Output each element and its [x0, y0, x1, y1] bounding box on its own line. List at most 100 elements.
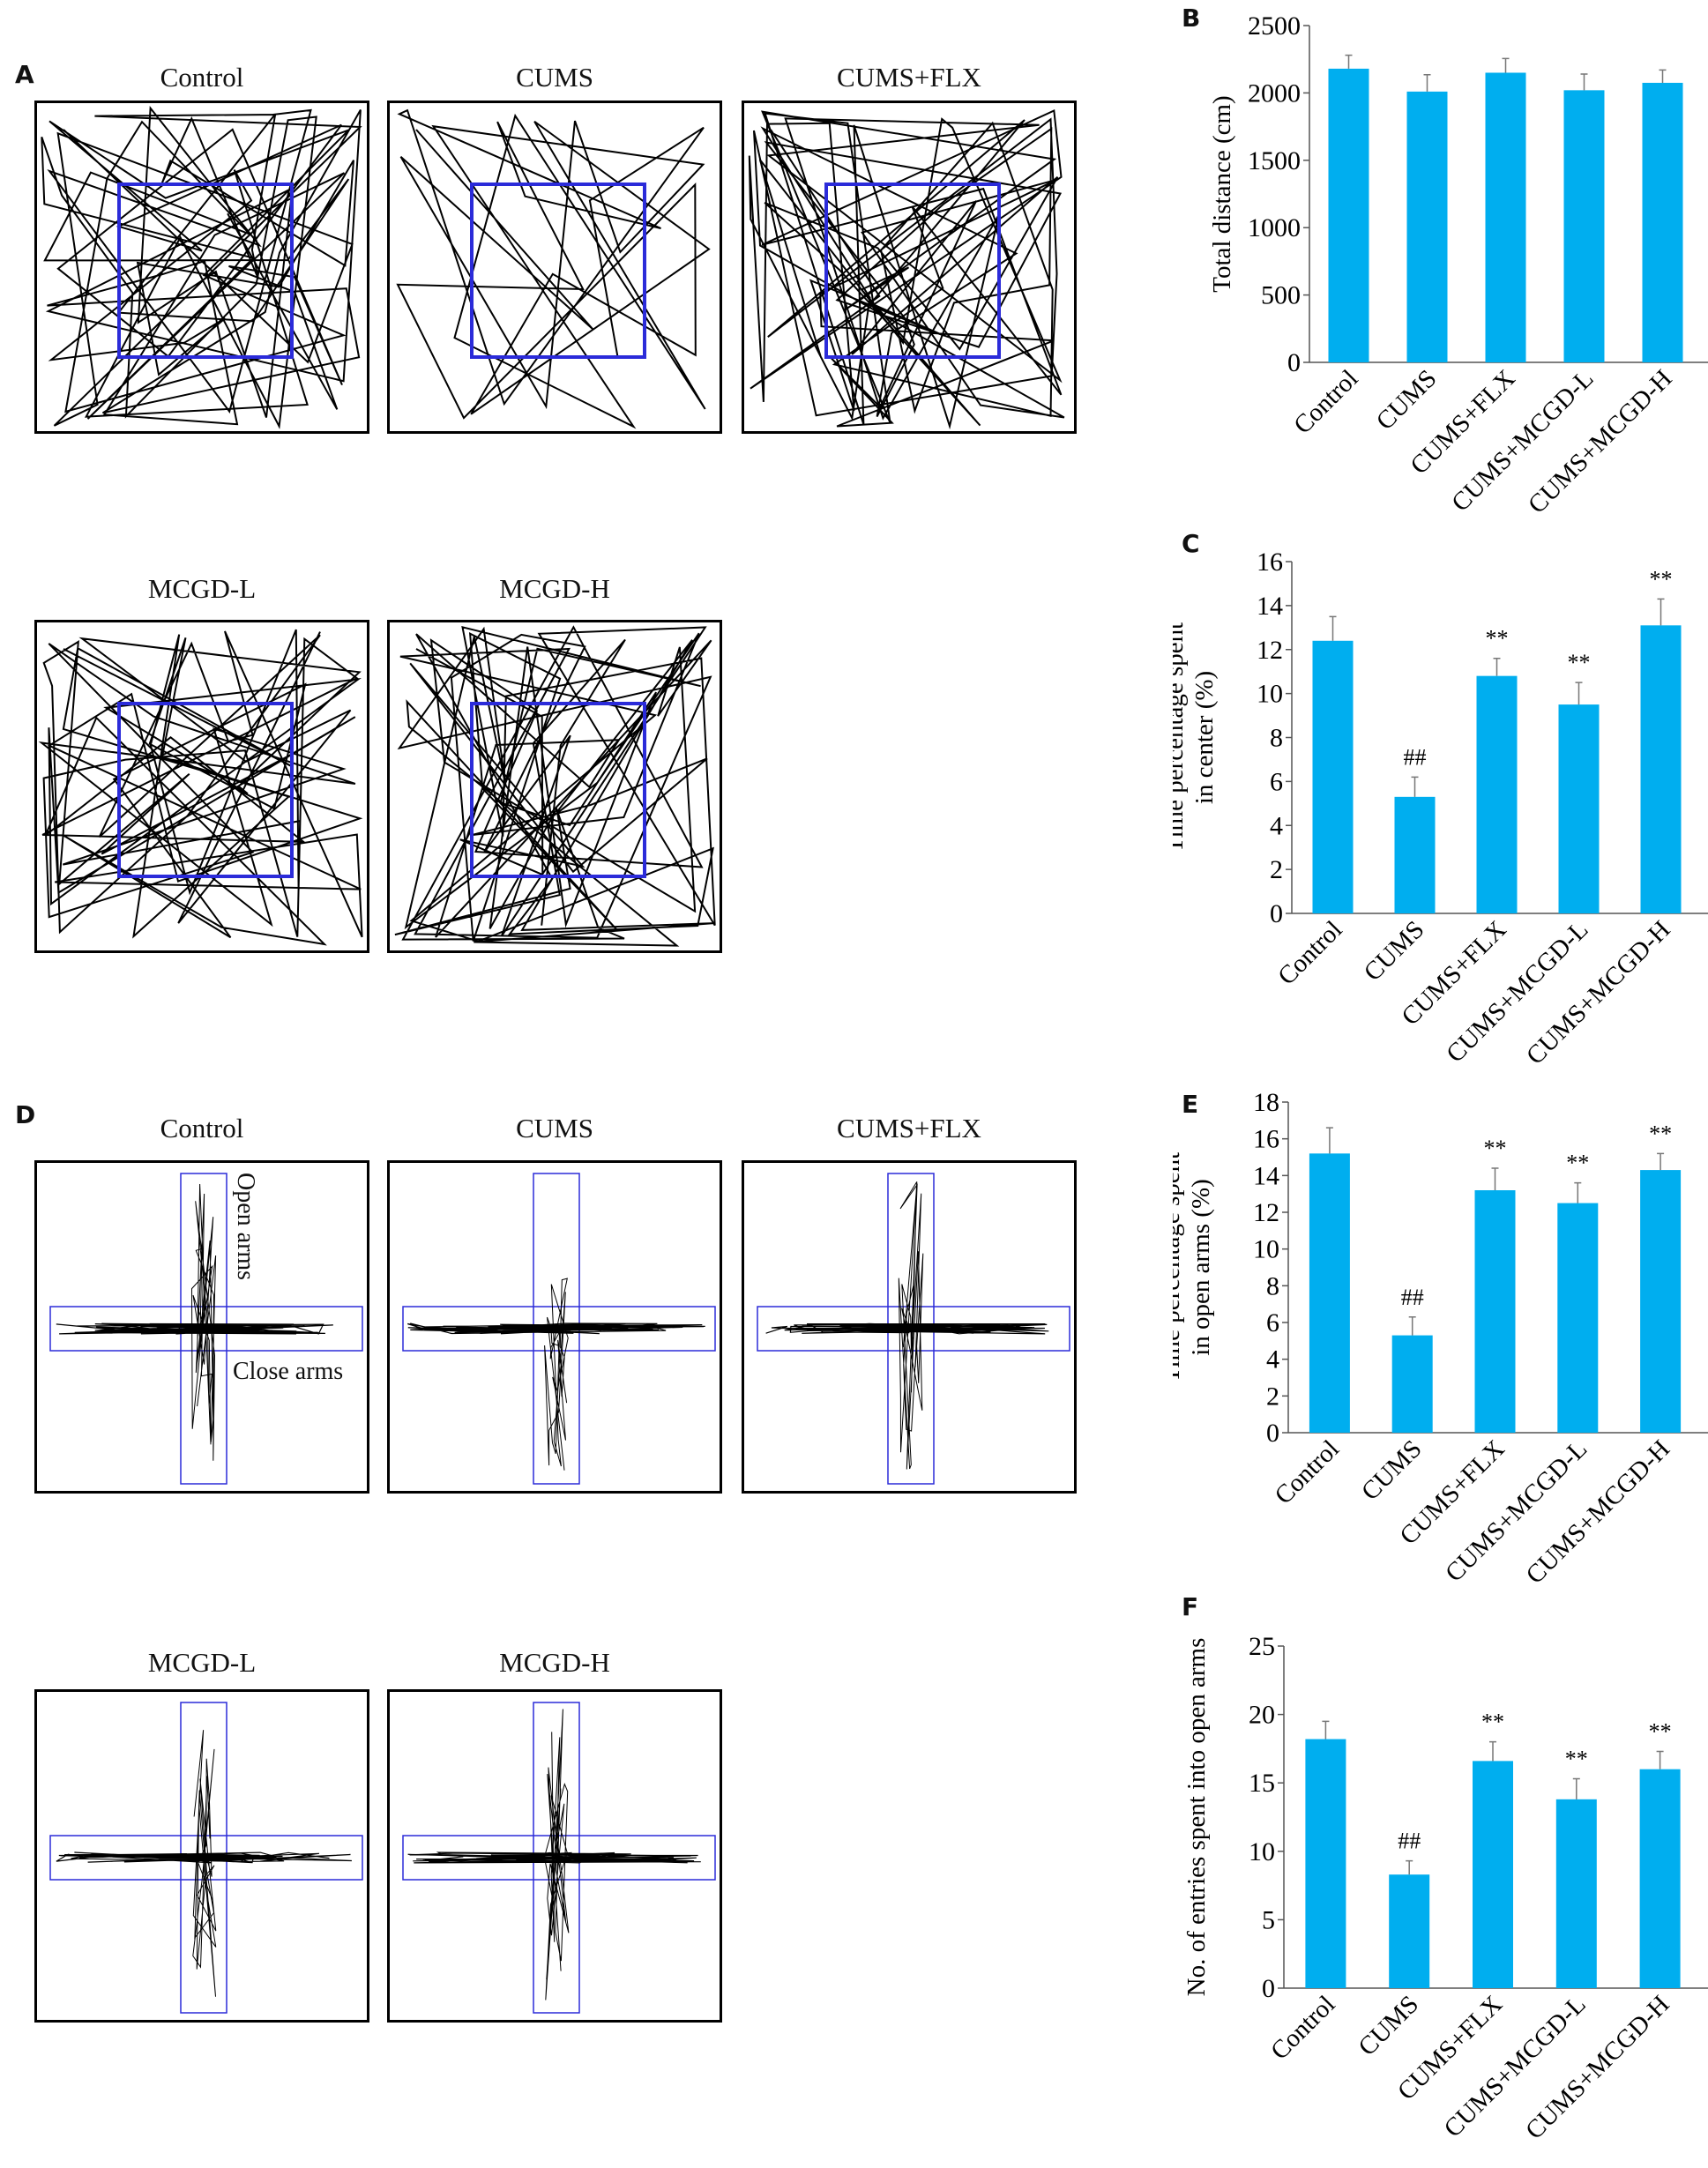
panel-label-c: C: [1182, 529, 1200, 558]
error-bar: [1423, 74, 1431, 92]
epm-title-cums: CUMS: [516, 1113, 593, 1144]
bar: [1312, 640, 1354, 913]
bar: [1640, 1170, 1682, 1433]
error-bar: [1322, 1720, 1330, 1740]
bar: [1476, 675, 1518, 913]
of-title-mcgd-h: MCGD-H: [499, 573, 610, 604]
bar: [1406, 91, 1448, 362]
y-tick-label: 10: [1253, 1235, 1279, 1264]
close-arms-label: Close arms: [233, 1358, 344, 1385]
significance-annotation: **: [1649, 1719, 1672, 1745]
y-tick-label: 2: [1266, 1382, 1279, 1411]
y-axis-label: in open arms (%): [1187, 1179, 1215, 1356]
bar: [1391, 1335, 1433, 1433]
open-arms-label: Open arms: [232, 1173, 259, 1281]
y-tick-label: 12: [1257, 636, 1283, 665]
open-arm-trace: [192, 1730, 217, 1997]
y-tick-label: 0: [1266, 1419, 1279, 1448]
open-arm-trace: [898, 1181, 924, 1470]
epm-arena-mcgd-l: [34, 1689, 369, 2023]
error-bar: [1489, 1740, 1496, 1762]
y-tick-label: 2500: [1248, 11, 1301, 41]
y-axis-label: No. of entries spent into open arms: [1182, 1638, 1211, 1997]
y-tick-label: 12: [1253, 1198, 1279, 1227]
epm-arena-cums-flx: [742, 1160, 1077, 1494]
bar: [1474, 1190, 1516, 1433]
x-tick-label: CUMS+MCGD-H: [1521, 915, 1676, 1070]
movement-trace: [41, 106, 362, 429]
y-tick-label: 1500: [1248, 146, 1301, 175]
bar: [1309, 1153, 1350, 1433]
of-title-mcgd-l: MCGD-L: [147, 573, 257, 604]
error-bar: [1572, 1777, 1580, 1799]
epm-arena-control: [34, 1160, 369, 1494]
open-field-arena-cums-flx: [742, 101, 1077, 434]
bar: [1473, 1761, 1513, 1988]
open-field-arena-cums: [387, 101, 722, 434]
bar: [1563, 90, 1605, 363]
bar: [1305, 1739, 1346, 1988]
error-bar: [1656, 1750, 1664, 1769]
panel-label-d: D: [15, 1100, 36, 1129]
open-field-arena-control: [34, 101, 369, 434]
x-tick-label: Control: [1270, 1434, 1345, 1509]
error-bar: [1659, 69, 1667, 83]
y-tick-label: 16: [1257, 548, 1283, 577]
x-tick-label: CUMS+MCGD-L: [1446, 364, 1599, 517]
significance-annotation: **: [1649, 1121, 1672, 1146]
error-bar: [1406, 1859, 1413, 1875]
y-axis-label: Time percentage spent: [1173, 1152, 1185, 1382]
significance-annotation: **: [1484, 1136, 1507, 1161]
significance-annotation: ##: [1398, 1829, 1421, 1854]
error-bar: [1580, 73, 1588, 91]
y-tick-label: 6: [1266, 1308, 1279, 1337]
of-title-cums-flx: CUMS+FLX: [837, 62, 981, 93]
x-tick-label: CUMS: [1371, 364, 1443, 436]
open-field-arena-mcgd-h: [387, 620, 722, 953]
closed-arm-trace: [56, 1322, 333, 1335]
y-tick-label: 0: [1270, 899, 1283, 928]
epm-title-control: Control: [160, 1113, 244, 1144]
open-field-arena-mcgd-l: [34, 620, 369, 953]
epm-title-mcgd-h: MCGD-H: [499, 1647, 610, 1678]
error-bar: [1502, 57, 1510, 73]
chart-total-distance: 0 500 1000 1500 2000 2500 Total distance (cm) C…: [1208, 11, 1708, 519]
open-arm-trace: [543, 1709, 570, 2000]
center-zone: [117, 183, 294, 359]
closed-arm-trace: [407, 1322, 705, 1335]
closed-arm-trace: [765, 1322, 1049, 1335]
error-bar: [1491, 1167, 1499, 1190]
y-tick-label: 16: [1253, 1125, 1279, 1154]
y-tick-label: 500: [1261, 281, 1301, 310]
y-tick-label: 4: [1266, 1345, 1279, 1375]
chart-entries-open-arms: 0 5 10 15 20 25 No. of entries spent into open…: [1182, 1632, 1708, 2145]
of-title-cums: CUMS: [516, 62, 593, 93]
panel-label-f: F: [1182, 1592, 1199, 1621]
y-tick-label: 25: [1249, 1632, 1275, 1661]
x-tick-label: Control: [1272, 915, 1347, 990]
y-axis-label: Total distance (cm): [1208, 95, 1236, 292]
error-bar: [1411, 776, 1419, 797]
significance-annotation: **: [1565, 1747, 1588, 1772]
epm-arena-mcgd-h: [387, 1689, 722, 2023]
bar: [1485, 72, 1526, 362]
epm-title-mcgd-l: MCGD-L: [147, 1647, 257, 1678]
x-tick-label: CUMS: [1353, 1990, 1424, 2061]
y-tick-label: 10: [1249, 1837, 1275, 1866]
y-tick-label: 0: [1262, 1974, 1275, 2003]
error-bar: [1493, 657, 1501, 676]
error-bar: [1657, 598, 1665, 626]
center-zone: [824, 183, 1001, 359]
x-tick-label: CUMS+MCGD-L: [1441, 915, 1593, 1068]
panel-label-e: E: [1182, 1090, 1199, 1119]
bar: [1394, 796, 1436, 913]
y-tick-label: 2000: [1248, 78, 1301, 108]
bar: [1558, 704, 1600, 913]
bar: [1555, 1799, 1597, 1988]
chart-time-open-arms: 0 2 4 6 8 10 12 14 16 18 Time percentage spent in o…: [1173, 1088, 1708, 1590]
movement-trace: [748, 109, 1065, 430]
significance-annotation: ##: [1404, 744, 1427, 770]
error-bar: [1657, 1152, 1665, 1171]
y-tick-label: 8: [1270, 724, 1283, 753]
